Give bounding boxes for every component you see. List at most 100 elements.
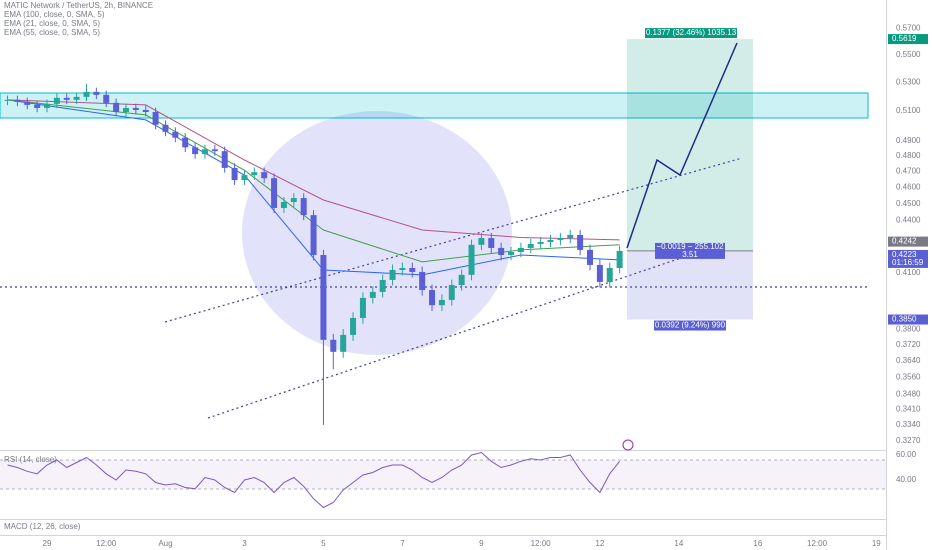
- price-tag: [888, 34, 928, 45]
- candle-body: [132, 107, 139, 110]
- y-tick-label: 0.4400: [896, 216, 921, 225]
- countdown: 01:16:59: [892, 258, 924, 267]
- candle-body: [152, 111, 159, 125]
- candle-body: [389, 269, 396, 280]
- x-tick-label: 3: [242, 539, 247, 548]
- candle-body: [577, 234, 584, 250]
- stop-label-bg: [654, 320, 726, 331]
- y-tick-label: 0.4800: [896, 151, 921, 160]
- x-tick-label: 12:00: [96, 539, 117, 548]
- price-tag-label: 0.5619: [892, 34, 917, 43]
- candle-body: [113, 102, 120, 112]
- candle-body: [606, 267, 613, 282]
- candle-body: [251, 172, 258, 176]
- candle-body: [14, 99, 21, 102]
- candle-body: [172, 131, 179, 138]
- x-tick-label: 7: [400, 539, 405, 548]
- candle-body: [290, 198, 297, 202]
- y-tick-label: 0.5500: [896, 50, 921, 59]
- event-icon: [622, 439, 634, 451]
- y-tick-label: 0.4900: [896, 136, 921, 145]
- candle-body: [616, 250, 623, 268]
- x-tick-label: 19: [872, 539, 881, 548]
- candle-body: [280, 201, 287, 208]
- candle-body: [409, 267, 416, 272]
- candle-body: [369, 291, 376, 298]
- rsi-line: [7, 451, 620, 509]
- candle-body: [419, 271, 426, 291]
- candle-body: [221, 151, 228, 168]
- candle-body: [527, 243, 534, 248]
- y-tick-label: 0.3640: [896, 356, 921, 365]
- plot: [4, 39, 753, 425]
- candle-body: [231, 167, 238, 181]
- price-tag: [888, 249, 928, 268]
- candle-body: [557, 238, 564, 240]
- candle-body: [122, 107, 129, 112]
- candle-body: [340, 334, 347, 352]
- candle-body: [587, 249, 593, 265]
- rsi-title: RSI (14, close): [4, 455, 57, 464]
- rsi-tick-label: 60.00: [896, 450, 917, 459]
- candle-body: [537, 242, 544, 244]
- candle-body: [300, 198, 307, 216]
- y-tick-label: 0.3560: [896, 373, 921, 382]
- y-tick-label: 0.3340: [896, 420, 921, 429]
- candle-body: [83, 91, 90, 97]
- candle-body: [63, 97, 70, 100]
- candle-body: [4, 99, 11, 101]
- candle-body: [567, 234, 574, 239]
- candle-body: [310, 215, 317, 255]
- legend-entry: EMA (55, close, 0, SMA, 5): [4, 28, 100, 37]
- y-tick-label: 0.5300: [896, 78, 921, 87]
- candle-body: [488, 238, 495, 248]
- candle-body: [241, 175, 248, 181]
- y-tick-label: 0.5100: [896, 106, 921, 115]
- candle-body: [478, 238, 485, 245]
- price-tag-label: 0.4223: [892, 250, 917, 259]
- candle-body: [438, 299, 445, 306]
- price-tag: [888, 314, 928, 325]
- rsi-tick-label: 40.00: [896, 475, 917, 484]
- candle-body: [517, 247, 524, 252]
- candle-body: [211, 149, 218, 152]
- stop-label: 0.0392 (9.24%) 990: [655, 321, 726, 330]
- y-tick-label: 0.5700: [896, 24, 921, 33]
- candle-body: [508, 251, 515, 255]
- candle-body: [43, 103, 50, 108]
- x-tick-label: 9: [479, 539, 484, 548]
- profit-zone: [627, 39, 753, 251]
- loss-zone: [627, 250, 753, 320]
- y-tick-label: 0.3800: [896, 324, 921, 333]
- candle-body: [359, 297, 366, 318]
- watermark: [242, 111, 512, 355]
- entry-sublabel: 3.51: [682, 250, 698, 259]
- candle-body: [201, 149, 208, 155]
- candle-body: [379, 279, 386, 292]
- resistance-zone: [0, 92, 869, 119]
- candle-body: [261, 172, 268, 179]
- entry-label: −0.0019 − 255.102: [656, 242, 724, 251]
- rsi-band-fill: [0, 460, 886, 489]
- candle-body: [429, 290, 436, 306]
- candle-body: [162, 124, 169, 132]
- candle-body: [182, 137, 189, 148]
- candle-body: [350, 317, 357, 335]
- candle-body: [330, 339, 337, 352]
- y-tick-label: 0.4600: [896, 183, 921, 192]
- candle-body: [142, 109, 149, 112]
- candle-body: [448, 285, 455, 300]
- candle-body: [320, 254, 327, 340]
- price-tag: [888, 236, 928, 247]
- candle-body: [103, 94, 110, 103]
- candle-body: [596, 264, 603, 282]
- y-tick-label: 0.3720: [896, 340, 921, 349]
- candle-body: [93, 91, 100, 95]
- candle-body: [24, 101, 31, 105]
- candle-body: [498, 247, 505, 255]
- y-tick-label: 0.4100: [896, 268, 921, 277]
- x-tick-label: 12:00: [531, 539, 552, 548]
- y-tick-label: 0.3480: [896, 390, 921, 399]
- x-tick-label: 16: [753, 539, 762, 548]
